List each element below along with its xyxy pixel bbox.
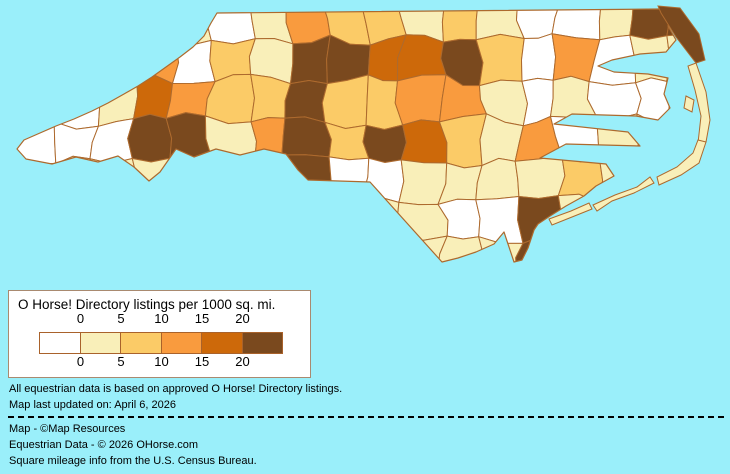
- legend-tick-top: 5: [117, 311, 125, 326]
- legend-tick-bottom: 10: [154, 354, 169, 369]
- legend-tick-bottom: 5: [117, 354, 125, 369]
- legend-tick-top: 20: [235, 311, 250, 326]
- legend-tick-bottom: 15: [194, 354, 210, 369]
- note-data-source: All equestrian data is based on approved…: [9, 383, 343, 395]
- credit-equestrian-data: Equestrian Data - © 2026 OHorse.com: [9, 439, 199, 451]
- credit-square-mileage: Square mileage info from the U.S. Census…: [9, 455, 257, 467]
- note-last-updated: Map last updated on: April 6, 2026: [9, 399, 176, 411]
- legend-color-ramp: [39, 332, 283, 354]
- legend-box: O Horse! Directory listings per 1000 sq.…: [8, 290, 311, 378]
- legend-swatch: [241, 333, 282, 353]
- legend-swatch: [160, 333, 201, 353]
- legend-swatch: [79, 333, 120, 353]
- legend-tick-top: 10: [154, 311, 169, 326]
- legend-swatch: [40, 333, 80, 353]
- legend-tick-top: 0: [76, 311, 85, 326]
- credit-map: Map - ©Map Resources: [9, 423, 126, 435]
- legend-tick-bottom: 20: [235, 354, 250, 369]
- north-carolina-choropleth-map: [16, 5, 711, 263]
- legend-swatch: [201, 333, 242, 353]
- legend-tick-top: 15: [194, 311, 210, 326]
- dashed-divider: [8, 416, 724, 418]
- legend-swatch: [120, 333, 161, 353]
- legend-title: O Horse! Directory listings per 1000 sq.…: [18, 297, 276, 312]
- legend-tick-bottom: 0: [76, 354, 85, 369]
